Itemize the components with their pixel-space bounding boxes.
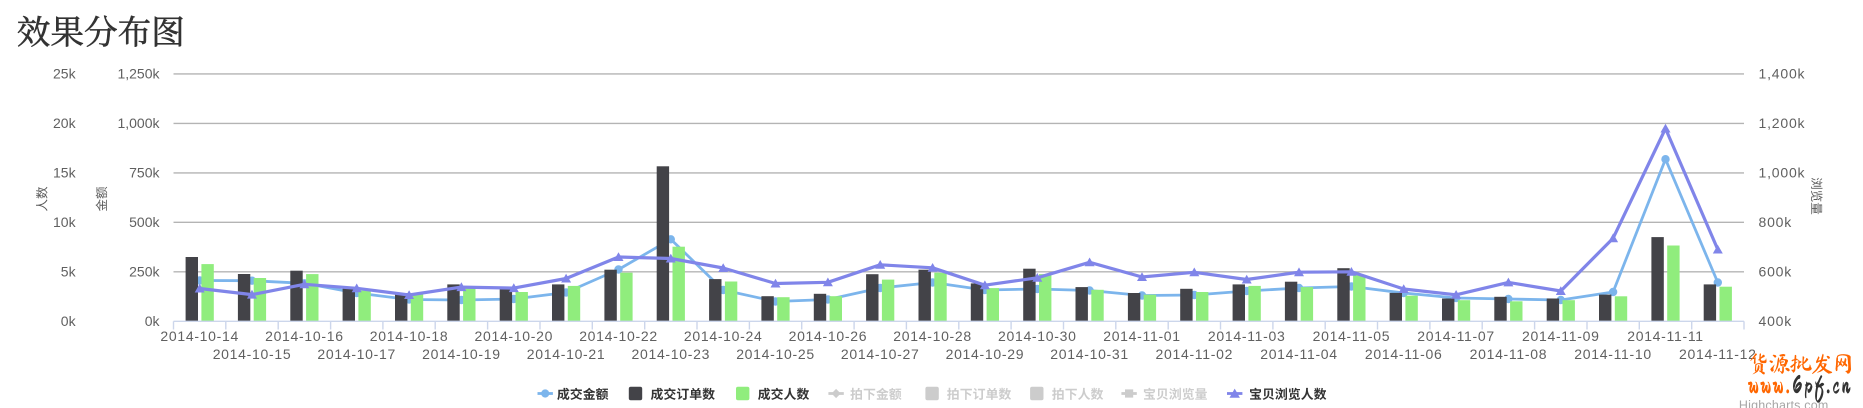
svg-text:2014-10-21: 2014-10-21 [527,346,606,362]
svg-text:2014-10-25: 2014-10-25 [736,346,815,362]
svg-text:20k: 20k [53,115,77,131]
svg-text:10k: 10k [53,214,77,230]
svg-text:2014-10-27: 2014-10-27 [841,346,920,362]
svg-text:400k: 400k [1759,313,1793,329]
svg-text:600k: 600k [1759,264,1793,280]
svg-text:500k: 500k [129,214,160,230]
svg-text:2014-11-04: 2014-11-04 [1260,346,1338,362]
svg-text:1,200k: 1,200k [1759,115,1806,131]
svg-text:15k: 15k [53,165,77,181]
svg-text:1,000k: 1,000k [1759,165,1806,181]
svg-text:750k: 750k [129,165,160,181]
svg-text:1,400k: 1,400k [1759,66,1806,82]
svg-text:25k: 25k [53,66,77,82]
svg-text:2014-11-11: 2014-11-11 [1627,328,1704,344]
svg-text:2014-10-30: 2014-10-30 [998,328,1077,344]
svg-text:Highcharts.com: Highcharts.com [1739,398,1829,408]
svg-text:2014-10-16: 2014-10-16 [265,328,344,344]
svg-text:2014-10-24: 2014-10-24 [684,328,763,344]
svg-text:2014-11-07: 2014-11-07 [1417,328,1495,344]
svg-text:2014-10-20: 2014-10-20 [474,328,553,344]
svg-text:2014-11-02: 2014-11-02 [1156,346,1234,362]
svg-text:2014-10-22: 2014-10-22 [579,328,658,344]
svg-text:2014-10-31: 2014-10-31 [1050,346,1129,362]
svg-text:2014-11-08: 2014-11-08 [1470,346,1548,362]
svg-text:2014-11-10: 2014-11-10 [1574,346,1652,362]
svg-text:2014-11-06: 2014-11-06 [1365,346,1443,362]
svg-text:250k: 250k [129,264,160,280]
svg-text:2014-10-19: 2014-10-19 [422,346,501,362]
svg-text:0k: 0k [145,313,161,329]
svg-text:2014-10-18: 2014-10-18 [370,328,449,344]
svg-text:2014-10-29: 2014-10-29 [946,346,1025,362]
svg-text:2014-10-28: 2014-10-28 [893,328,972,344]
svg-text:2014-11-03: 2014-11-03 [1208,328,1286,344]
svg-text:2014-11-12: 2014-11-12 [1679,346,1757,362]
svg-text:5k: 5k [61,264,77,280]
svg-text:2014-11-05: 2014-11-05 [1313,328,1391,344]
svg-text:1,000k: 1,000k [117,115,160,131]
svg-text:2014-10-26: 2014-10-26 [789,328,868,344]
svg-text:2014-11-01: 2014-11-01 [1103,328,1181,344]
svg-text:2014-10-23: 2014-10-23 [631,346,710,362]
svg-text:2014-10-14: 2014-10-14 [160,328,239,344]
svg-text:1,250k: 1,250k [117,66,160,82]
svg-text:2014-10-17: 2014-10-17 [317,346,396,362]
svg-text:0k: 0k [61,313,77,329]
svg-text:800k: 800k [1759,214,1793,230]
svg-text:2014-10-15: 2014-10-15 [213,346,292,362]
svg-text:2014-11-09: 2014-11-09 [1522,328,1600,344]
